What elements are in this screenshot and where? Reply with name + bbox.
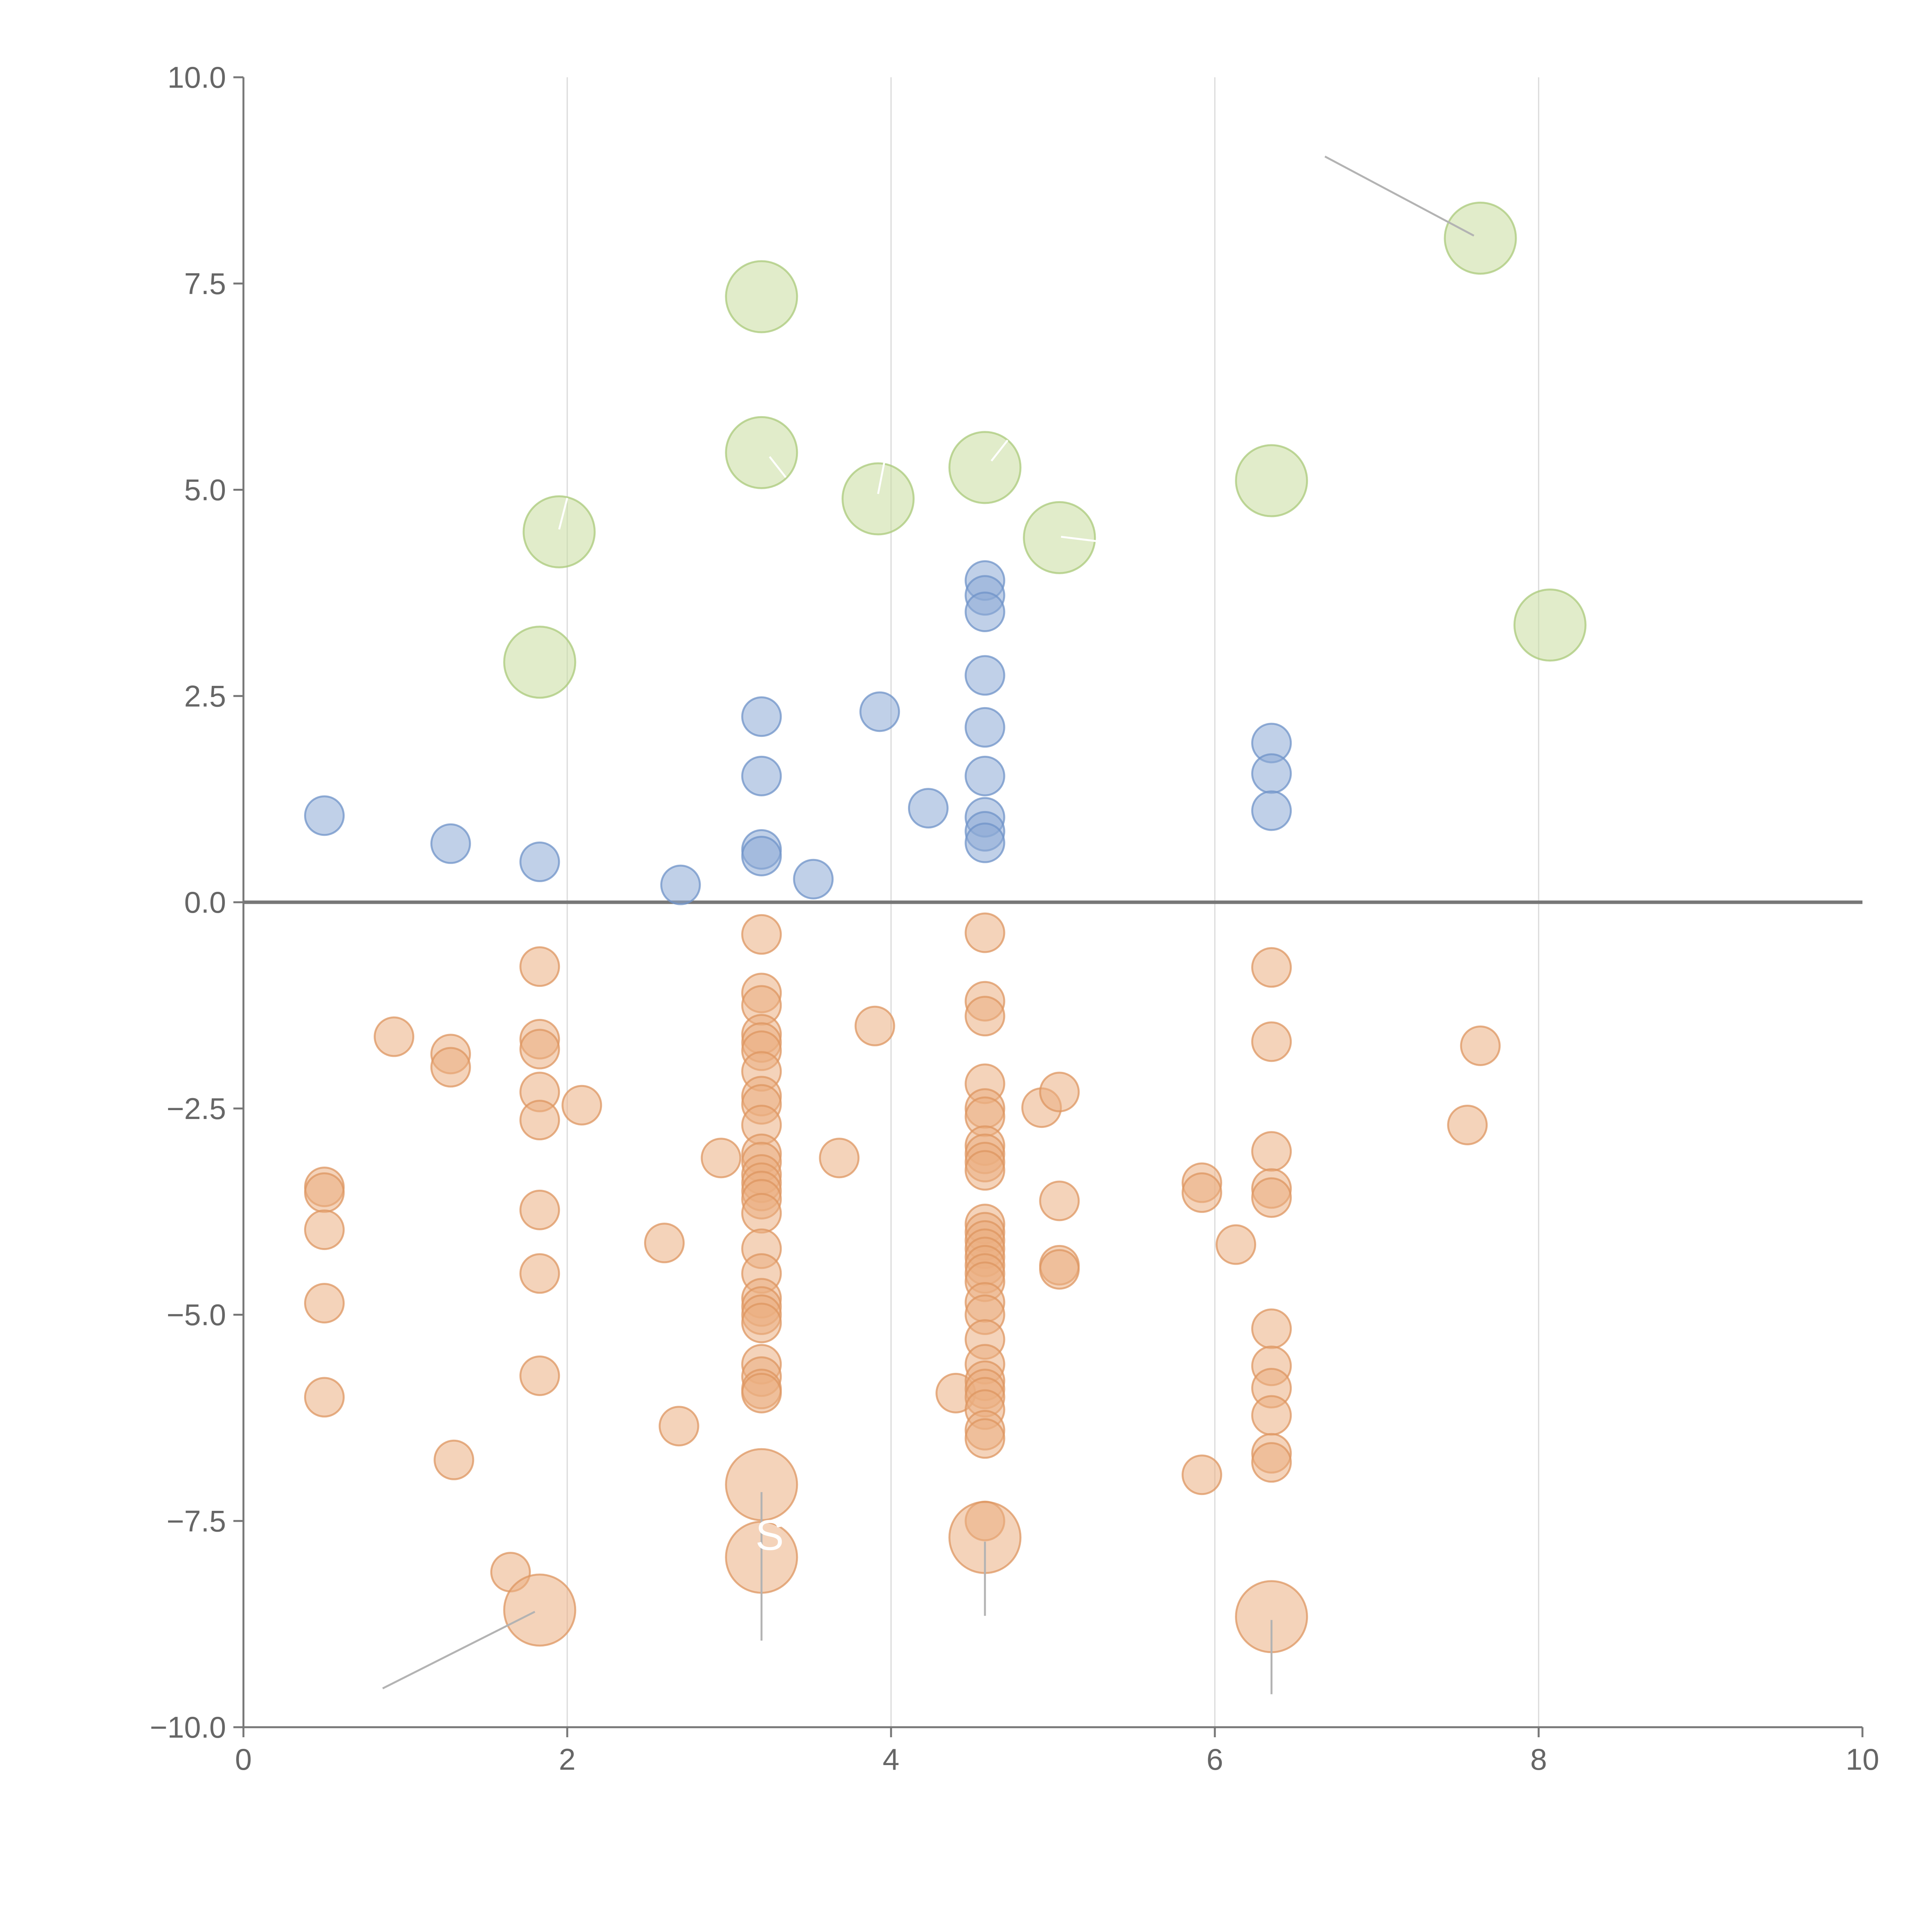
positive-point: [908, 788, 949, 829]
negative-point: [304, 1377, 345, 1418]
negative-point: [1039, 1249, 1080, 1290]
negative-point: [1251, 1177, 1292, 1218]
x-tick-label: 0: [235, 1742, 252, 1776]
positive-point: [741, 696, 782, 737]
negative-point: [819, 1138, 860, 1179]
x-tick-label: 2: [559, 1742, 575, 1776]
annotation-line: [877, 461, 886, 494]
negative-point: [304, 1283, 345, 1324]
negative-point: [1251, 1308, 1292, 1349]
negative-point: [1251, 1442, 1292, 1483]
negative-point: [519, 1189, 560, 1230]
negative-point: [430, 1047, 471, 1088]
annotation-line: [1061, 536, 1102, 543]
negative-point: [964, 1418, 1005, 1459]
positive-large-point: [725, 260, 798, 333]
positive-large-point: [948, 431, 1022, 504]
positive-point: [964, 822, 1005, 863]
y-tick-label: 10.0: [167, 60, 226, 94]
data-points: [304, 201, 1587, 1653]
positive-large-point: [1023, 501, 1096, 574]
y-tick-label: −5.0: [167, 1298, 226, 1332]
y-tick-label: 5.0: [184, 473, 226, 507]
positive-large-point: [1513, 588, 1587, 662]
positive-large-point: [522, 495, 596, 568]
positive-point: [793, 859, 834, 900]
negative-point: [644, 1223, 685, 1264]
annotation-line: [769, 456, 787, 478]
negative-point: [964, 996, 1005, 1037]
negative-point: [701, 1138, 742, 1179]
negative-point: [964, 1150, 1005, 1191]
negative-point: [741, 1193, 782, 1234]
positive-point: [430, 823, 471, 864]
y-tick-label: −7.5: [167, 1504, 226, 1538]
y-tick-label: 7.5: [184, 267, 226, 301]
y-tick-label: −10.0: [150, 1710, 226, 1744]
negative-point: [658, 1406, 699, 1447]
positive-point: [304, 795, 345, 836]
negative-point: [741, 914, 782, 955]
negative-point: [964, 912, 1005, 953]
negative-point: [1181, 1454, 1222, 1495]
annotation-line: [1324, 155, 1475, 237]
y-tick-label: 2.5: [184, 679, 226, 713]
inner-label: S: [755, 1512, 784, 1559]
negative-point: [1181, 1172, 1222, 1213]
annotation-line: [558, 498, 568, 530]
negative-point: [1251, 947, 1292, 988]
positive-large-point: [841, 462, 915, 536]
x-tick-label: 4: [883, 1742, 899, 1776]
annotation-lines: [382, 155, 1475, 1694]
y-tick-label: −2.5: [167, 1092, 226, 1126]
negative-point: [519, 1253, 560, 1294]
axes: 0 2 4 6 8 10 10.0 7.5 5.0 2.5 0.0 −2.5 −5.0 −7.5 −10.0: [150, 60, 1879, 1776]
annotation-line: [382, 1611, 536, 1689]
annotation-line: [990, 439, 1009, 462]
negative-point: [304, 1209, 345, 1250]
negative-point: [519, 1355, 560, 1396]
negative-point: [434, 1439, 474, 1480]
negative-point: [1251, 1395, 1292, 1436]
positive-point: [964, 655, 1005, 696]
positive-point: [741, 755, 782, 796]
negative-point: [1251, 1131, 1292, 1172]
chart-labels: S: [755, 1512, 784, 1559]
positive-point: [964, 707, 1005, 748]
negative-point: [1039, 1071, 1080, 1112]
positive-point: [964, 591, 1005, 632]
negative-point: [741, 1303, 782, 1344]
positive-large-point: [725, 416, 798, 489]
negative-point: [519, 1029, 560, 1070]
positive-point: [741, 835, 782, 876]
negative-point: [561, 1085, 602, 1126]
negative-point: [1460, 1025, 1501, 1066]
x-tick-label: 10: [1846, 1742, 1879, 1776]
negative-point: [519, 946, 560, 987]
negative-point: [741, 1372, 782, 1413]
positive-large-point: [503, 626, 577, 699]
x-tick-label: 8: [1530, 1742, 1547, 1776]
positive-point: [519, 841, 560, 882]
negative-point: [374, 1016, 415, 1057]
positive-point: [1251, 790, 1292, 831]
negative-point: [304, 1172, 345, 1213]
negative-large-point: [503, 1573, 577, 1647]
negative-point: [519, 1100, 560, 1141]
positive-point: [660, 864, 701, 905]
negative-point: [1251, 1021, 1292, 1062]
positive-large-point: [1235, 444, 1308, 517]
y-tick-label: 0.0: [184, 885, 226, 919]
positive-large-point: [1444, 201, 1517, 275]
negative-point: [1447, 1104, 1488, 1145]
positive-point: [1251, 753, 1292, 794]
negative-point: [1039, 1180, 1080, 1221]
positive-point: [964, 755, 1005, 796]
negative-point: [1215, 1224, 1256, 1265]
negative-point: [854, 1005, 895, 1046]
x-tick-label: 6: [1206, 1742, 1223, 1776]
positive-point: [859, 691, 900, 732]
